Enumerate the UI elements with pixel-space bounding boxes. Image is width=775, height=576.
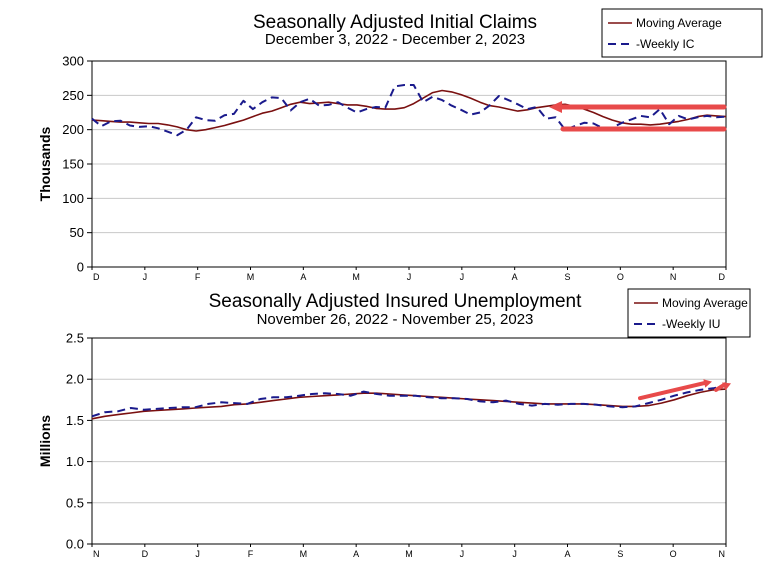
y-tick-label: 150 xyxy=(62,157,84,172)
legend-label: -Weekly IU xyxy=(662,317,720,331)
annotation-arrowhead xyxy=(722,382,731,391)
annotation-arrowhead xyxy=(549,101,562,114)
x-tick-label: S xyxy=(564,272,570,282)
y-tick-label: 300 xyxy=(62,54,84,69)
x-tick-label: J xyxy=(143,272,148,282)
series-line-weekly xyxy=(91,384,727,418)
chart-title: Seasonally Adjusted Initial Claims xyxy=(253,12,537,33)
y-tick-label: 100 xyxy=(62,191,84,206)
y-tick-label: 1.0 xyxy=(66,454,84,469)
x-tick-label: O xyxy=(617,272,624,282)
chart-2: Seasonally Adjusted Insured Unemployment… xyxy=(37,288,751,559)
x-tick-label: A xyxy=(564,549,570,559)
annotation-arrowhead xyxy=(703,379,712,388)
x-tick-label: A xyxy=(300,272,306,282)
chart-title: Seasonally Adjusted Insured Unemployment xyxy=(209,291,583,312)
series-line-moving-average xyxy=(91,388,727,420)
y-tick-label: 0.0 xyxy=(66,537,84,552)
y-tick-label: 2.0 xyxy=(66,372,84,387)
x-tick-label: F xyxy=(248,549,254,559)
x-tick-label: D xyxy=(719,272,726,282)
x-tick-label: S xyxy=(617,549,623,559)
y-tick-label: 200 xyxy=(62,122,84,137)
x-tick-label: A xyxy=(353,549,359,559)
x-tick-label: O xyxy=(670,549,677,559)
series-line-weekly xyxy=(91,84,727,137)
x-tick-label: D xyxy=(93,272,100,282)
y-tick-label: 1.5 xyxy=(66,413,84,428)
x-tick-label: M xyxy=(405,549,413,559)
legend-label: -Weekly IC xyxy=(636,37,695,51)
legend-label: Moving Average xyxy=(662,296,748,310)
legend-label: Moving Average xyxy=(636,16,722,30)
x-tick-label: J xyxy=(195,549,200,559)
y-tick-label: 50 xyxy=(70,225,84,240)
x-tick-label: M xyxy=(247,272,255,282)
x-tick-label: A xyxy=(512,272,518,282)
annotation-arrow-shaft xyxy=(638,380,708,401)
x-tick-label: N xyxy=(93,549,100,559)
y-tick-label: 250 xyxy=(62,88,84,103)
x-tick-label: J xyxy=(512,549,517,559)
chart-subtitle: November 26, 2022 - November 25, 2023 xyxy=(257,311,534,328)
legend-box xyxy=(601,8,763,58)
chart-subtitle: December 3, 2022 - December 2, 2023 xyxy=(265,31,525,48)
chart-1: Seasonally Adjusted Initial ClaimsDecemb… xyxy=(37,8,763,282)
plot-frame xyxy=(91,337,727,545)
x-tick-label: D xyxy=(142,549,149,559)
x-tick-label: J xyxy=(460,272,465,282)
series-line-moving-average xyxy=(91,89,727,132)
legend-box xyxy=(627,288,751,338)
x-tick-label: M xyxy=(352,272,360,282)
x-tick-label: F xyxy=(195,272,201,282)
y-tick-label: 0 xyxy=(77,260,84,275)
x-tick-label: J xyxy=(460,549,465,559)
x-tick-label: N xyxy=(719,549,726,559)
x-tick-label: J xyxy=(407,272,412,282)
y-tick-label: 2.5 xyxy=(66,331,84,346)
y-tick-label: 0.5 xyxy=(66,495,84,510)
x-tick-label: N xyxy=(670,272,677,282)
y-axis-title: Thousands xyxy=(37,126,53,201)
y-axis-title: Millions xyxy=(37,415,53,467)
x-tick-label: M xyxy=(300,549,308,559)
